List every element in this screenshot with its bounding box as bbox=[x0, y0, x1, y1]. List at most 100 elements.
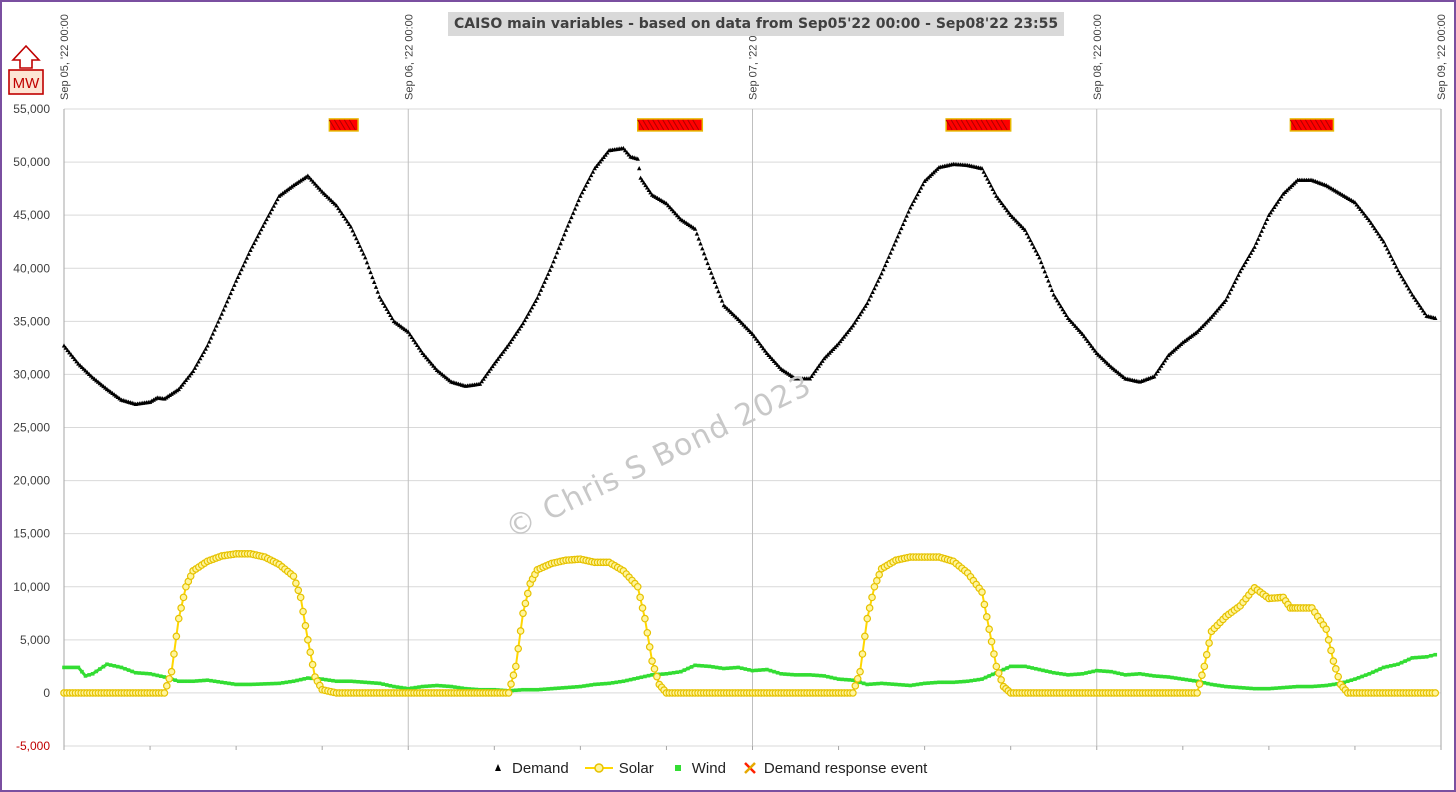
wind-point bbox=[722, 666, 726, 671]
wind-point bbox=[1363, 673, 1368, 677]
wind-point bbox=[1249, 686, 1253, 691]
demand-point bbox=[1040, 264, 1046, 269]
demand-point bbox=[1035, 251, 1040, 256]
demand-point bbox=[242, 259, 248, 264]
demand-point bbox=[196, 359, 201, 364]
dr-marker-stroke bbox=[328, 119, 336, 131]
solar-point bbox=[638, 604, 647, 612]
demand-point bbox=[900, 221, 906, 226]
demand-point bbox=[296, 179, 302, 184]
demand-point bbox=[1028, 237, 1033, 243]
wind-point bbox=[1360, 674, 1364, 679]
demand-point bbox=[65, 347, 70, 353]
wind-point bbox=[531, 687, 536, 692]
solar-point bbox=[289, 572, 298, 580]
wind-point bbox=[155, 673, 160, 678]
solar-point bbox=[978, 588, 986, 596]
solar-point bbox=[160, 689, 169, 697]
wind-point bbox=[808, 673, 812, 677]
demand-point bbox=[716, 289, 721, 294]
wind-point bbox=[1094, 668, 1099, 673]
demand-point bbox=[1010, 214, 1015, 219]
wind-point bbox=[912, 683, 916, 687]
demand-point bbox=[1402, 280, 1408, 285]
wind-point bbox=[1313, 684, 1318, 689]
demand-point bbox=[646, 187, 652, 192]
wind-point bbox=[790, 672, 794, 677]
demand-point bbox=[1030, 241, 1035, 246]
demand-point bbox=[1001, 203, 1006, 208]
demand-point bbox=[305, 173, 311, 178]
wind-point bbox=[1263, 686, 1268, 691]
demand-point bbox=[235, 274, 241, 279]
wind-point bbox=[1170, 675, 1174, 680]
demand-point bbox=[1071, 321, 1076, 326]
wind-point bbox=[173, 678, 177, 682]
demand-point bbox=[488, 366, 493, 371]
demand-point bbox=[1236, 272, 1241, 277]
wind-point bbox=[148, 672, 152, 676]
dr-marker-stroke bbox=[990, 119, 998, 131]
demand-point bbox=[497, 354, 502, 359]
demand-point bbox=[1261, 224, 1266, 229]
demand-point bbox=[1046, 278, 1051, 283]
wind-point bbox=[836, 677, 841, 681]
wind-point bbox=[176, 679, 181, 684]
wind-point bbox=[1381, 665, 1386, 670]
solar-point bbox=[858, 650, 867, 658]
wind-point bbox=[202, 678, 206, 683]
wind-point bbox=[1109, 669, 1113, 674]
demand-point bbox=[773, 360, 779, 365]
solar-point bbox=[504, 689, 513, 697]
demand-point bbox=[1254, 240, 1259, 245]
demand-point bbox=[418, 348, 424, 353]
wind-point bbox=[553, 686, 558, 691]
y-tick-label: 30,000 bbox=[13, 367, 50, 381]
wind-point bbox=[1033, 666, 1038, 671]
demand-point bbox=[1273, 202, 1279, 207]
wind-point bbox=[1270, 686, 1275, 691]
solar-point bbox=[301, 621, 310, 630]
demand-point bbox=[664, 201, 669, 206]
demand-point bbox=[764, 350, 770, 355]
wind-point bbox=[194, 679, 199, 683]
demand-point bbox=[1160, 360, 1166, 366]
demand-point bbox=[979, 166, 985, 171]
demand-point bbox=[486, 368, 492, 374]
demand-point bbox=[712, 279, 718, 284]
wind-point bbox=[761, 668, 766, 672]
demand-point bbox=[1008, 212, 1013, 217]
demand-point bbox=[241, 263, 246, 268]
wind-point bbox=[729, 666, 733, 670]
demand-point bbox=[861, 306, 866, 311]
demand-point bbox=[775, 362, 780, 367]
demand-point bbox=[1246, 253, 1252, 258]
wind-point bbox=[1371, 670, 1375, 675]
wind-point bbox=[1345, 679, 1350, 684]
wind-point bbox=[897, 682, 902, 687]
demand-point bbox=[267, 210, 273, 215]
wind-point bbox=[1051, 670, 1056, 675]
demand-point bbox=[917, 188, 922, 193]
x-date-label: Sep 06, '22 00:00 bbox=[403, 14, 415, 100]
demand-point bbox=[981, 169, 986, 174]
demand-point bbox=[165, 394, 171, 399]
demand-point bbox=[535, 295, 540, 300]
demand-point bbox=[814, 366, 820, 371]
wind-point bbox=[76, 665, 81, 670]
solar-point bbox=[1431, 689, 1440, 697]
solar-point bbox=[856, 667, 864, 676]
demand-point bbox=[1047, 283, 1053, 288]
wind-point bbox=[664, 672, 669, 676]
solar-point bbox=[1205, 639, 1213, 647]
demand-point bbox=[294, 180, 300, 185]
wind-point bbox=[406, 686, 411, 691]
wind-point bbox=[435, 683, 439, 688]
legend-item-solar: Solar bbox=[584, 760, 654, 777]
wind-point bbox=[237, 682, 242, 687]
wind-point bbox=[413, 685, 418, 690]
demand-point bbox=[1012, 216, 1017, 221]
demand-point bbox=[1019, 223, 1024, 229]
wind-point bbox=[689, 665, 694, 669]
wind-point bbox=[747, 668, 751, 672]
